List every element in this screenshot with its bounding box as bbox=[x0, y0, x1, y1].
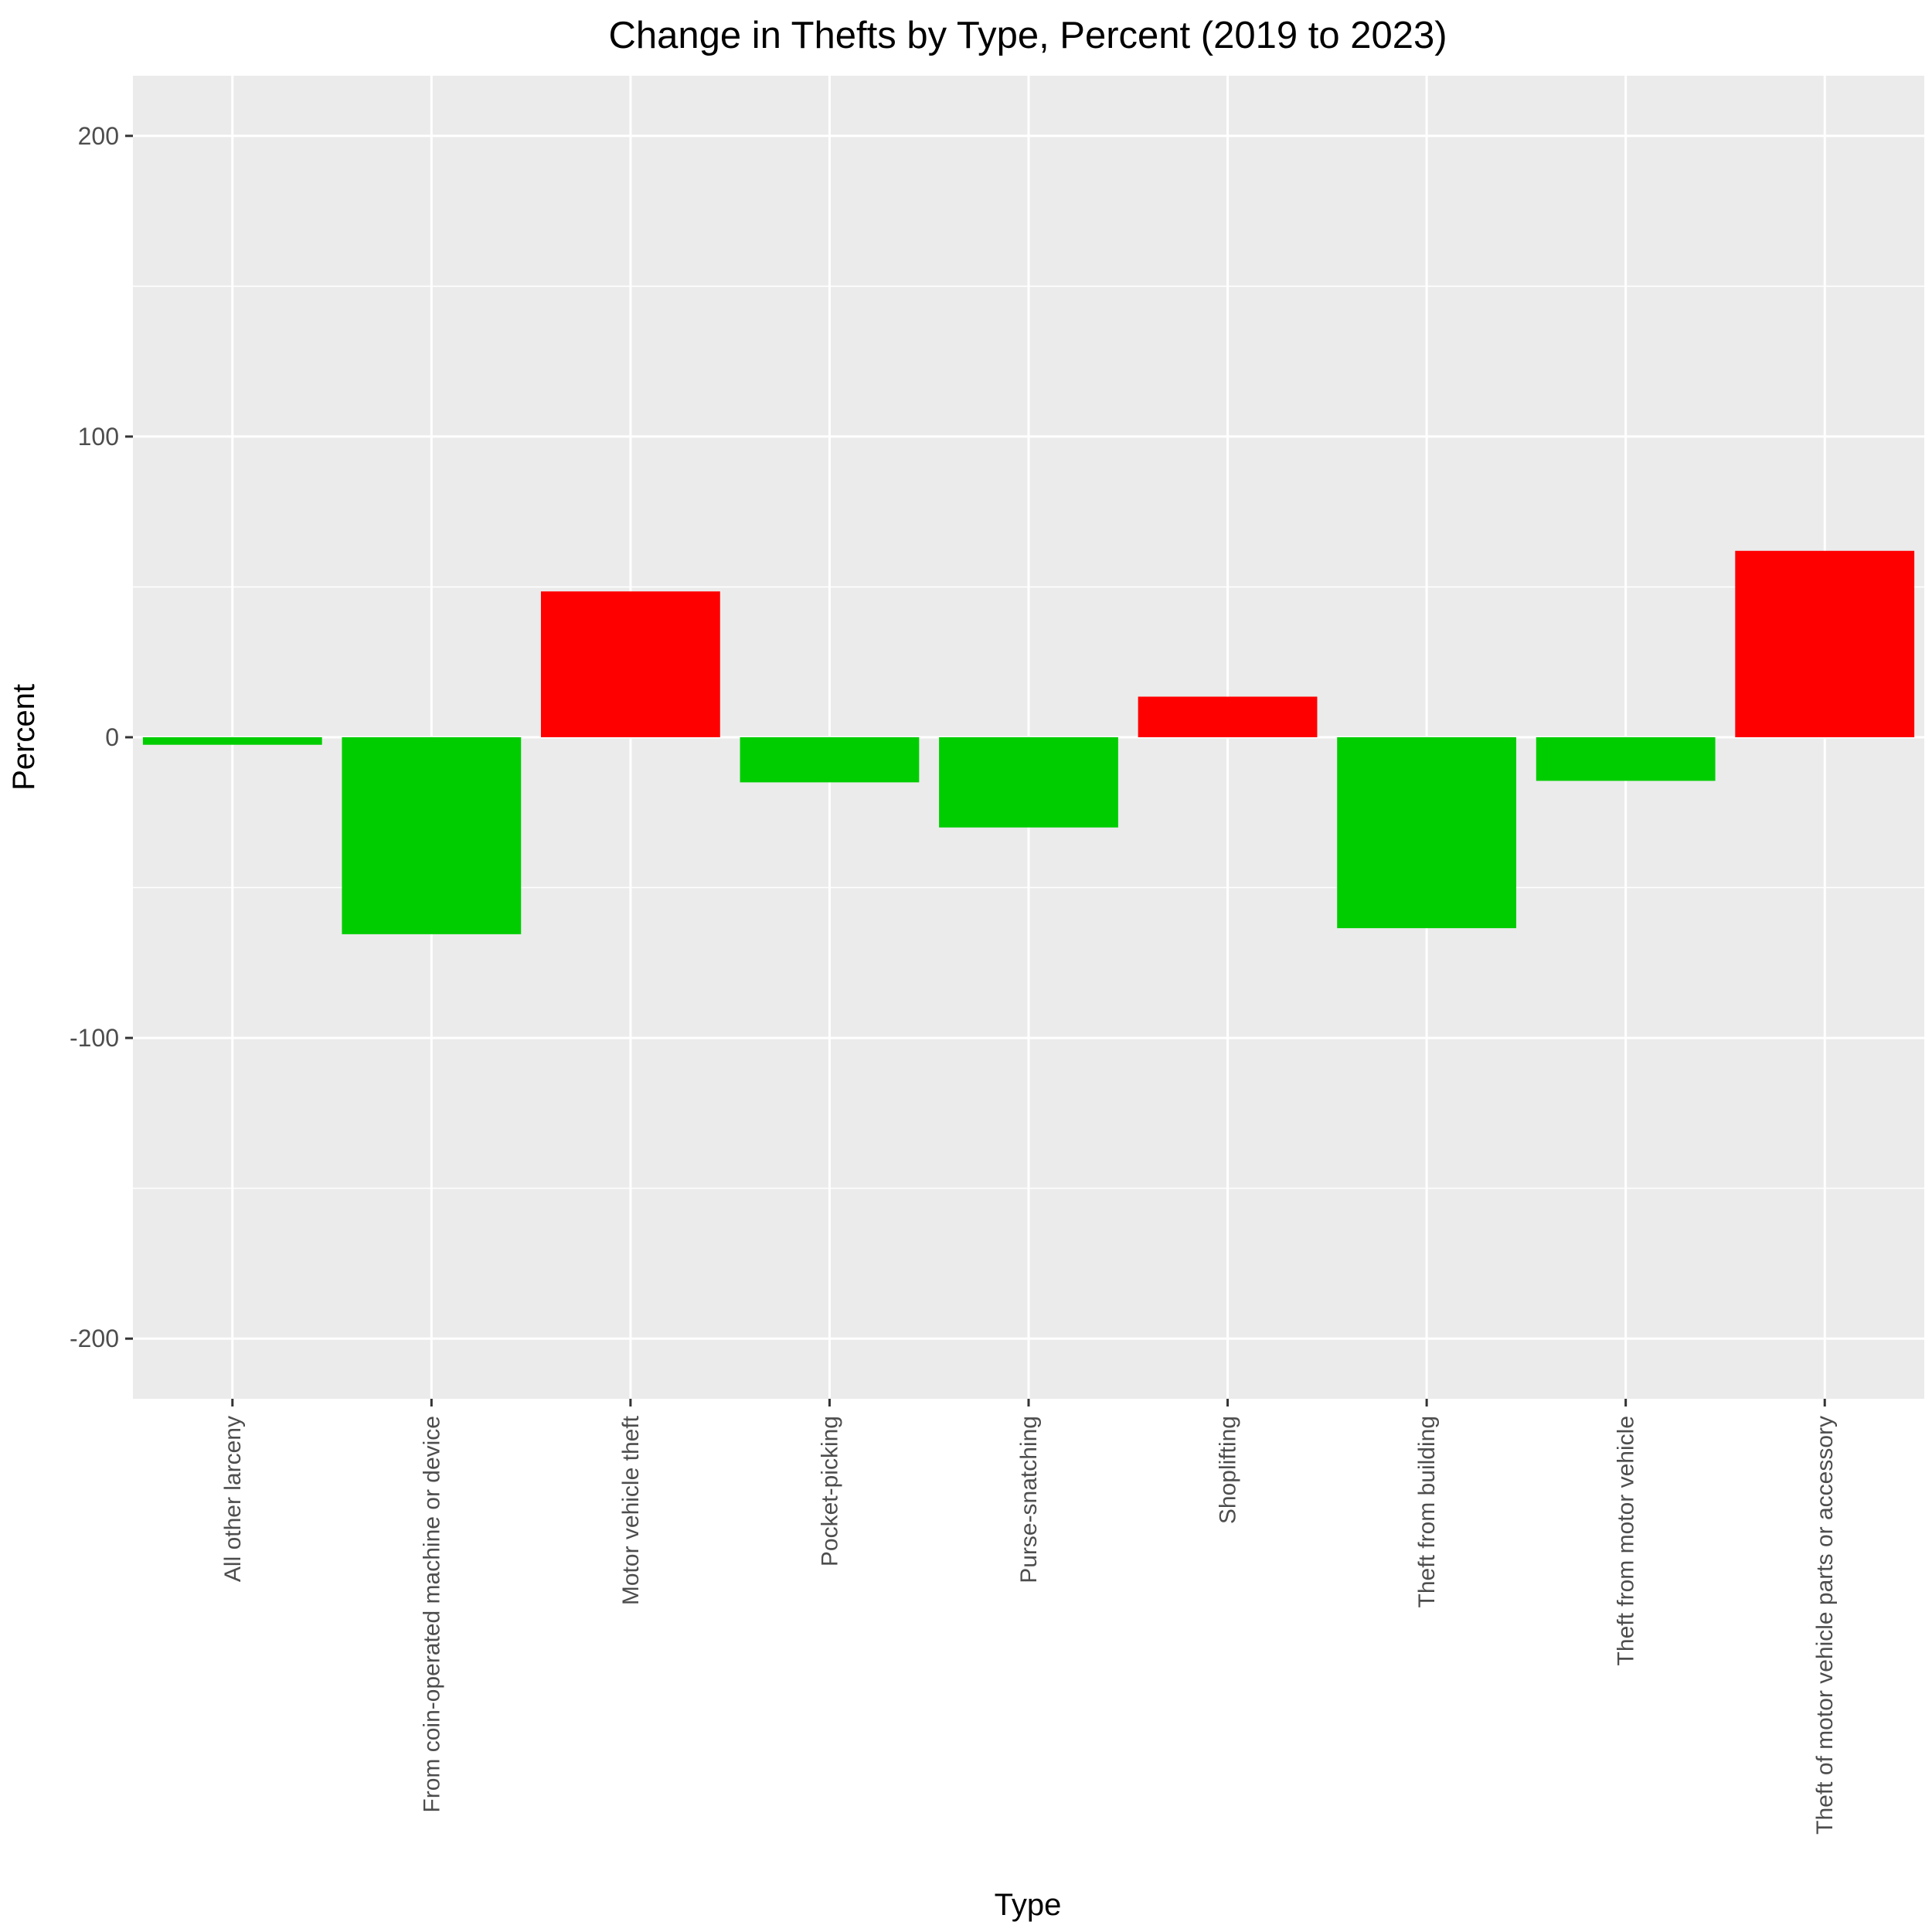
bar bbox=[142, 737, 322, 745]
x-axis: All other larceny From coin-operated mach… bbox=[220, 1399, 1838, 1835]
y-axis-title: Percent bbox=[7, 684, 41, 791]
x-tick-label: All other larceny bbox=[220, 1416, 246, 1582]
x-tick-label: Motor vehicle theft bbox=[618, 1415, 644, 1605]
chart-title: Change in Thefts by Type, Percent (2019 … bbox=[608, 15, 1447, 56]
x-tick-label: From coin-operated machine or device bbox=[419, 1416, 444, 1813]
y-axis: -200 -100 0 100 200 bbox=[70, 122, 133, 1352]
bar bbox=[740, 737, 920, 783]
y-tick-label: 0 bbox=[105, 723, 119, 751]
x-tick-label: Theft from building bbox=[1414, 1416, 1440, 1607]
bar bbox=[1337, 737, 1517, 929]
y-tick-label: 100 bbox=[78, 423, 119, 451]
x-tick-label: Shoplifting bbox=[1216, 1416, 1241, 1524]
bar bbox=[939, 737, 1118, 828]
bar bbox=[1138, 696, 1318, 737]
x-tick-label: Theft of motor vehicle parts or accessor… bbox=[1812, 1416, 1838, 1835]
bar bbox=[540, 591, 720, 737]
bar bbox=[1536, 737, 1716, 781]
x-axis-title: Type bbox=[995, 1888, 1062, 1922]
bar bbox=[1735, 550, 1915, 737]
x-tick-label: Purse-snatching bbox=[1016, 1416, 1042, 1583]
bar bbox=[342, 737, 522, 934]
y-tick-label: -200 bbox=[70, 1325, 119, 1352]
y-tick-label: -100 bbox=[70, 1024, 119, 1052]
y-tick-label: 200 bbox=[78, 122, 119, 150]
bars bbox=[142, 550, 1915, 934]
x-tick-label: Theft from motor vehicle bbox=[1614, 1416, 1639, 1665]
x-tick-label: Pocket-picking bbox=[817, 1416, 842, 1566]
